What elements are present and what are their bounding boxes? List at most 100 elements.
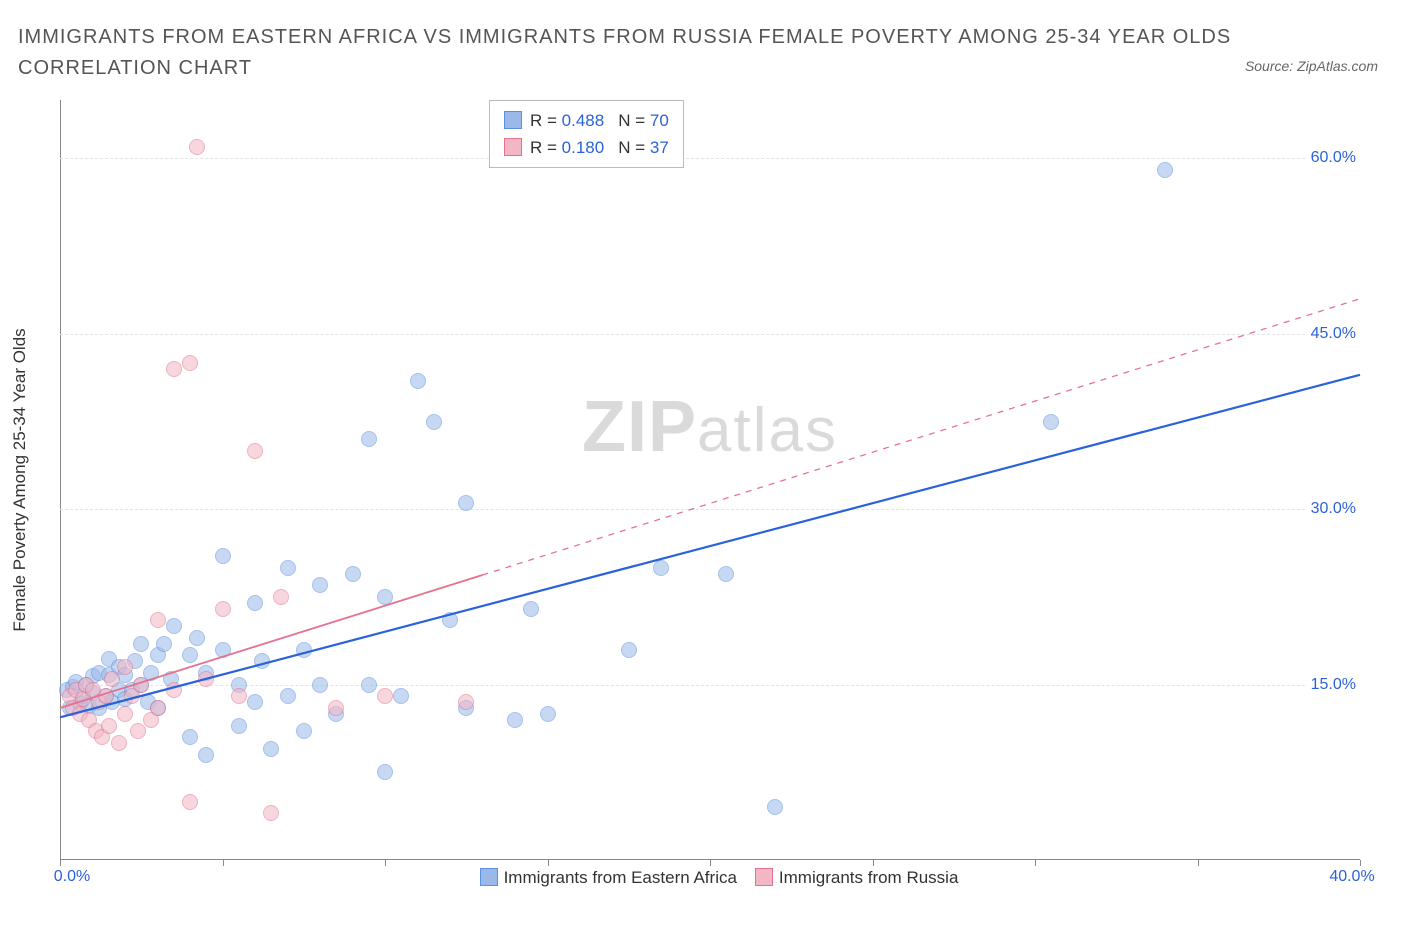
grid-line — [60, 685, 1360, 686]
scatter-point — [280, 560, 296, 576]
scatter-point — [507, 712, 523, 728]
y-axis-line — [60, 100, 61, 860]
scatter-point — [215, 642, 231, 658]
scatter-point — [263, 805, 279, 821]
stat-r: 0.180 — [562, 138, 605, 157]
legend-label: Immigrants from Russia — [779, 868, 958, 887]
scatter-point — [189, 139, 205, 155]
scatter-point — [198, 747, 214, 763]
scatter-point — [133, 636, 149, 652]
x-tick — [60, 860, 61, 866]
scatter-point — [767, 799, 783, 815]
scatter-point — [189, 630, 205, 646]
scatter-point — [458, 694, 474, 710]
x-tick — [548, 860, 549, 866]
stat-n: 37 — [650, 138, 669, 157]
scatter-point — [117, 706, 133, 722]
source-label: Source: ZipAtlas.com — [1245, 58, 1378, 74]
scatter-point — [182, 794, 198, 810]
scatter-point — [215, 601, 231, 617]
scatter-point — [247, 595, 263, 611]
legend-label: Immigrants from Eastern Africa — [504, 868, 737, 887]
stat-n: 70 — [650, 111, 669, 130]
scatter-point — [101, 718, 117, 734]
scatter-point — [296, 723, 312, 739]
plot-area: Female Poverty Among 25-34 Year Olds 15.… — [60, 100, 1360, 860]
scatter-point — [117, 659, 133, 675]
y-tick-label: 45.0% — [1305, 325, 1362, 343]
legend-swatch — [504, 138, 522, 156]
scatter-point — [393, 688, 409, 704]
scatter-point — [156, 636, 172, 652]
scatter-point — [130, 723, 146, 739]
scatter-point — [718, 566, 734, 582]
x-tick — [1035, 860, 1036, 866]
scatter-point — [182, 647, 198, 663]
scatter-point — [442, 612, 458, 628]
scatter-point — [377, 688, 393, 704]
scatter-point — [247, 694, 263, 710]
x-tick — [385, 860, 386, 866]
scatter-point — [215, 548, 231, 564]
grid-line — [60, 334, 1360, 335]
scatter-point — [133, 677, 149, 693]
scatter-point — [377, 764, 393, 780]
scatter-point — [523, 601, 539, 617]
grid-line — [60, 158, 1360, 159]
scatter-point — [166, 682, 182, 698]
stats-row: R = 0.180N = 37 — [504, 134, 669, 161]
scatter-point — [111, 735, 127, 751]
x-tick — [1360, 860, 1361, 866]
scatter-point — [361, 677, 377, 693]
series-legend: Immigrants from Eastern Africa Immigrants… — [60, 868, 1360, 888]
y-tick-label: 15.0% — [1305, 676, 1362, 694]
scatter-point — [540, 706, 556, 722]
scatter-point — [247, 443, 263, 459]
scatter-point — [104, 671, 120, 687]
legend-swatch — [755, 868, 773, 886]
scatter-point — [166, 618, 182, 634]
x-tick — [710, 860, 711, 866]
stats-legend: R = 0.488N = 70R = 0.180N = 37 — [489, 100, 684, 168]
scatter-point — [621, 642, 637, 658]
x-tick — [873, 860, 874, 866]
scatter-point — [182, 729, 198, 745]
scatter-point — [182, 355, 198, 371]
scatter-point — [377, 589, 393, 605]
stats-row: R = 0.488N = 70 — [504, 107, 669, 134]
trend-line-dashed — [483, 299, 1361, 575]
scatter-point — [273, 589, 289, 605]
scatter-point — [150, 700, 166, 716]
scatter-point — [1157, 162, 1173, 178]
grid-line — [60, 509, 1360, 510]
trend-overlay — [60, 100, 1360, 860]
scatter-point — [263, 741, 279, 757]
y-axis-title: Female Poverty Among 25-34 Year Olds — [10, 328, 30, 631]
scatter-point — [98, 688, 114, 704]
scatter-point — [345, 566, 361, 582]
scatter-point — [361, 431, 377, 447]
scatter-point — [653, 560, 669, 576]
scatter-point — [312, 577, 328, 593]
scatter-point — [296, 642, 312, 658]
scatter-point — [328, 700, 344, 716]
y-tick-label: 60.0% — [1305, 149, 1362, 167]
scatter-point — [166, 361, 182, 377]
y-tick-label: 30.0% — [1305, 500, 1362, 518]
legend-swatch — [504, 111, 522, 129]
scatter-point — [231, 688, 247, 704]
scatter-point — [312, 677, 328, 693]
scatter-point — [1043, 414, 1059, 430]
stat-r: 0.488 — [562, 111, 605, 130]
scatter-point — [280, 688, 296, 704]
legend-swatch — [480, 868, 498, 886]
scatter-point — [198, 671, 214, 687]
scatter-point — [254, 653, 270, 669]
x-tick — [223, 860, 224, 866]
scatter-point — [458, 495, 474, 511]
watermark: ZIPatlas — [582, 386, 838, 468]
x-tick — [1198, 860, 1199, 866]
scatter-point — [410, 373, 426, 389]
chart-title: IMMIGRANTS FROM EASTERN AFRICA VS IMMIGR… — [18, 22, 1286, 84]
scatter-point — [231, 718, 247, 734]
